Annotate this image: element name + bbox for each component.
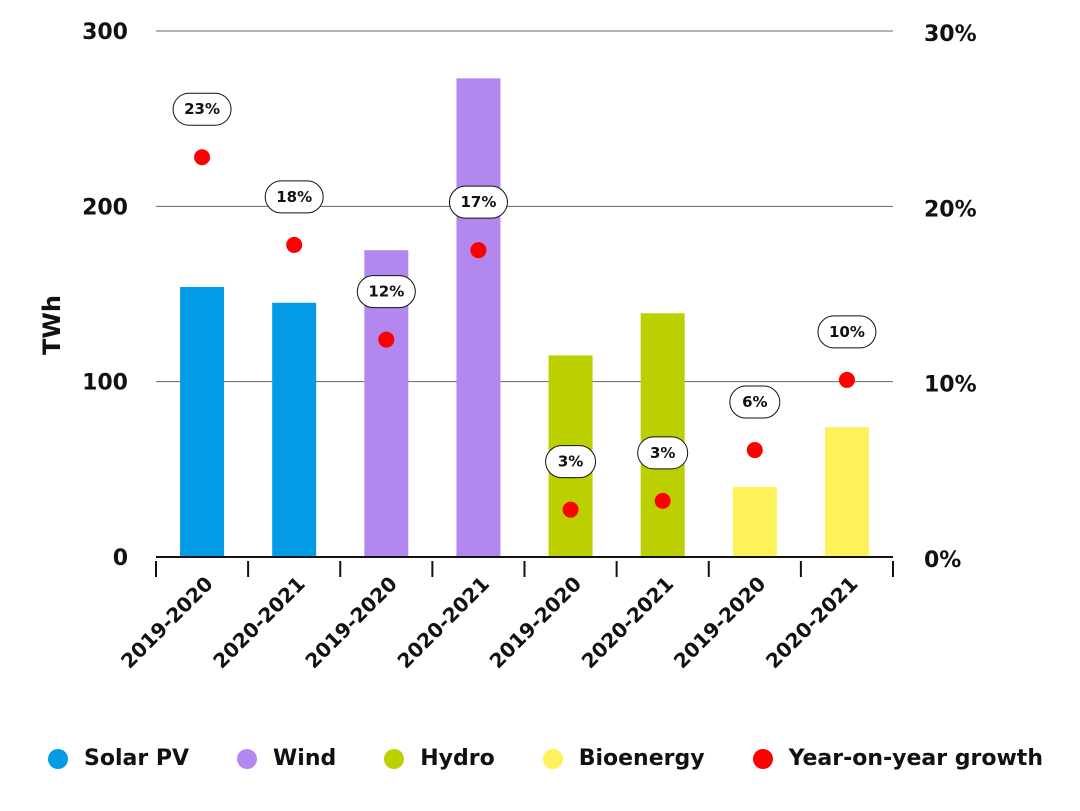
growth-point	[838, 371, 855, 388]
x-tick-label: 2019-2020	[300, 572, 402, 674]
bars	[180, 78, 869, 557]
x-tick-label: 2020-2021	[208, 572, 310, 674]
growth-point	[286, 236, 303, 253]
growth-label: 23%	[184, 100, 220, 118]
legend-item: Year-on-year growth	[752, 746, 1043, 771]
growth-label-pill	[817, 315, 877, 349]
y-tick-label: 100	[82, 371, 128, 396]
legend-label: Wind	[273, 746, 337, 771]
growth-label: 6%	[742, 393, 767, 411]
bar	[456, 78, 501, 557]
growth-label: 18%	[276, 188, 312, 206]
growth-label: 3%	[558, 453, 583, 471]
x-tick-label: 2020-2021	[577, 572, 679, 674]
growth-point	[746, 442, 763, 459]
growth-label-pill	[264, 180, 324, 214]
growth-series: 23% 18% 12% 17% 3% 3% 6% 10%	[172, 92, 877, 518]
legend-swatch	[384, 748, 405, 769]
legend-label: Solar PV	[84, 746, 190, 771]
growth-point	[562, 501, 579, 518]
legend-item: Solar PV	[48, 746, 189, 771]
y-tick-label: 300	[82, 20, 128, 45]
legend-swatch	[237, 748, 258, 769]
y-tick-label: 200	[82, 195, 128, 220]
legend: Solar PV Wind Hydro Bioenergy Year-on-year g…	[48, 746, 1068, 771]
growth-point	[194, 149, 211, 166]
bar	[640, 313, 685, 557]
growth-label: 3%	[650, 444, 675, 462]
x-tick-label: 2019-2020	[485, 572, 587, 674]
x-tick-label: 2020-2021	[392, 572, 494, 674]
y2-tick-label: 10%	[924, 373, 977, 398]
x-tick-label: 2019-2020	[116, 572, 218, 674]
gridlines	[156, 30, 893, 383]
growth-point	[470, 242, 487, 259]
growth-label-pill	[356, 275, 416, 309]
growth-label: 10%	[829, 323, 865, 341]
growth-point	[378, 331, 395, 348]
legend-swatch	[48, 748, 68, 769]
legend-item: Wind	[237, 746, 336, 771]
growth-point	[654, 492, 671, 509]
growth-label-pill	[545, 445, 597, 479]
bar	[824, 427, 869, 557]
legend-swatch	[752, 748, 773, 769]
growth-label-pill	[448, 185, 508, 219]
legend-item: Hydro	[384, 746, 495, 771]
growth-label-pill	[637, 436, 689, 470]
y2-tick-label: 0%	[924, 548, 961, 573]
legend-label: Year-on-year growth	[788, 746, 1043, 771]
bar	[180, 286, 225, 557]
legend-label: Hydro	[420, 746, 495, 771]
y2-tick-label: 30%	[924, 22, 977, 47]
y2-tick-label: 20%	[924, 197, 977, 222]
growth-label: 17%	[460, 193, 496, 211]
growth-label-pill	[172, 92, 232, 126]
bar	[732, 486, 777, 557]
y-axis-label: TWh	[38, 295, 66, 355]
y-tick-label: 0	[113, 546, 128, 571]
bar	[272, 302, 317, 557]
legend-item: Bioenergy	[542, 746, 705, 771]
x-tick-label: 2019-2020	[669, 572, 771, 674]
x-tick-label: 2020-2021	[761, 572, 863, 674]
legend-label: Bioenergy	[578, 746, 705, 771]
legend-swatch	[542, 748, 563, 769]
growth-label-pill	[729, 385, 781, 419]
growth-label: 12%	[368, 283, 404, 301]
